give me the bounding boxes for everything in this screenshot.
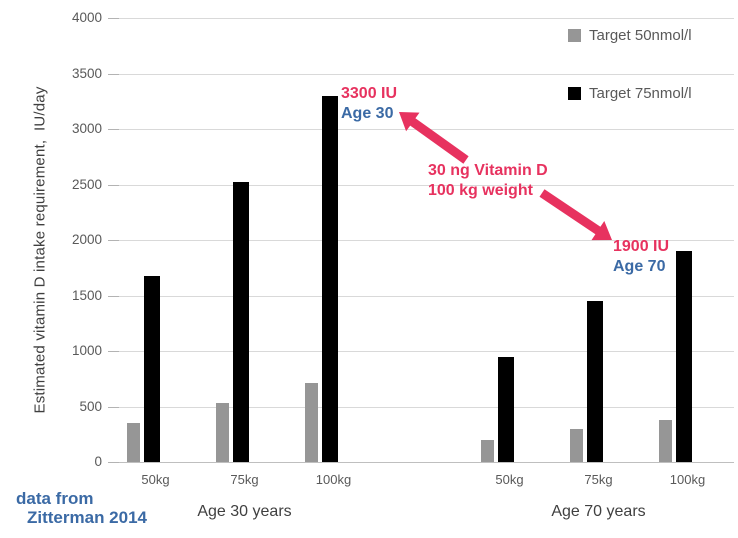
x-tick-label-age-70-years-100kg: 100kg <box>669 472 706 487</box>
legend-swatch-target-50nmol-l <box>568 29 581 42</box>
y-axis-tickmark-0 <box>108 462 119 463</box>
source-note-line2: Zitterman 2014 <box>27 508 147 527</box>
gridline-500 <box>109 406 734 408</box>
bar-age-70-years-75kg-target-50nmol-l <box>570 428 583 462</box>
annotation-line-age-70: Age 70 <box>613 258 666 275</box>
gridline-2500 <box>109 184 734 186</box>
x-tick-label-age-70-years-75kg: 75kg <box>584 472 613 487</box>
y-tick-label-3500: 3500 <box>71 65 102 81</box>
bar-age-70-years-50kg-target-75nmol-l <box>498 356 514 462</box>
y-tick-label-3000: 3000 <box>71 121 102 136</box>
annotation-line-age-30: Age 30 <box>341 105 394 122</box>
annotation-1900-iu: 1900 IU Age 70 <box>613 237 669 277</box>
legend-swatch-target-75nmol-l <box>568 87 581 100</box>
gridline-1000 <box>109 351 734 352</box>
annotation-3300-iu: 3300 IU Age 30 <box>341 84 397 124</box>
y-tick-label-4000: 4000 <box>71 10 102 25</box>
y-tick-label-1000: 1000 <box>71 343 102 358</box>
y-axis-tickmark-3000 <box>108 129 119 130</box>
bar-age-30-years-100kg-target-75nmol-l <box>322 95 338 462</box>
y-axis-tickmark-2000 <box>108 240 119 241</box>
legend-item-target-50nmol-l: Target 50nmol/l <box>568 27 692 44</box>
bar-age-30-years-50kg-target-50nmol-l <box>127 423 140 462</box>
bar-age-30-years-50kg-target-75nmol-l <box>144 275 160 462</box>
x-tick-label-age-30-years-100kg: 100kg <box>315 472 352 487</box>
y-axis-tickmark-1000 <box>108 351 119 352</box>
bar-age-70-years-50kg-target-50nmol-l <box>481 439 494 462</box>
y-tick-label-500: 500 <box>79 398 102 414</box>
y-tick-label-1500: 1500 <box>71 287 102 303</box>
gridline-3500 <box>109 73 734 75</box>
legend-label-target-75nmol-l: Target 75nmol/l <box>589 85 692 102</box>
legend: Target 50nmol/l Target 75nmol/l <box>568 27 692 143</box>
bar-age-30-years-75kg-target-75nmol-l <box>233 182 249 462</box>
bar-age-70-years-100kg-target-50nmol-l <box>659 419 672 462</box>
bar-age-30-years-75kg-target-50nmol-l <box>216 403 229 462</box>
gridline-4000 <box>109 18 734 19</box>
y-axis-tickmark-2500 <box>108 184 119 186</box>
legend-item-target-75nmol-l: Target 75nmol/l <box>568 85 692 102</box>
bar-age-70-years-100kg-target-75nmol-l <box>676 251 692 462</box>
bar-age-30-years-100kg-target-50nmol-l <box>305 383 318 462</box>
x-tick-label-age-30-years-50kg: 50kg <box>141 472 170 487</box>
y-axis-tickmark-3500 <box>108 73 119 75</box>
y-axis-tickmark-1500 <box>108 295 119 297</box>
gridline-1500 <box>109 295 734 297</box>
gridline-0 <box>109 462 734 463</box>
annotation-line-3300-iu: 3300 IU <box>341 85 398 102</box>
x-tick-label-age-30-years-75kg: 75kg <box>230 472 259 487</box>
bar-age-70-years-75kg-target-75nmol-l <box>587 301 603 462</box>
y-axis-tickmark-500 <box>108 406 119 408</box>
annotation-line-30-ng-vitamin-d: 30 ng Vitamin D <box>428 162 548 179</box>
y-tick-label-2000: 2000 <box>71 232 102 247</box>
x-tick-label-age-70-years-50kg: 50kg <box>495 472 524 487</box>
annotation-line-100-kg-weight: 100 kg weight <box>428 182 533 199</box>
source-note-line1: data from <box>16 489 94 508</box>
y-tick-label-2500: 2500 <box>71 176 102 192</box>
annotation-line-1900-iu: 1900 IU <box>613 238 670 255</box>
arrow-to-3300-iu-bar <box>399 112 469 164</box>
arrow-to-1900-iu-bar <box>539 189 612 241</box>
legend-label-target-50nmol-l: Target 50nmol/l <box>589 27 692 44</box>
y-tick-label-0: 0 <box>94 454 102 469</box>
y-axis-tickmark-4000 <box>108 18 119 19</box>
annotation-30-ng-vitamin-d: 30 ng Vitamin D 100 kg weight <box>428 161 548 201</box>
gridline-2000 <box>109 240 734 241</box>
group-label-age-70-years: Age 70 years <box>551 503 646 520</box>
source-note: data from Zitterman 2014 <box>16 489 147 527</box>
group-label-age-30-years: Age 30 years <box>197 503 292 520</box>
